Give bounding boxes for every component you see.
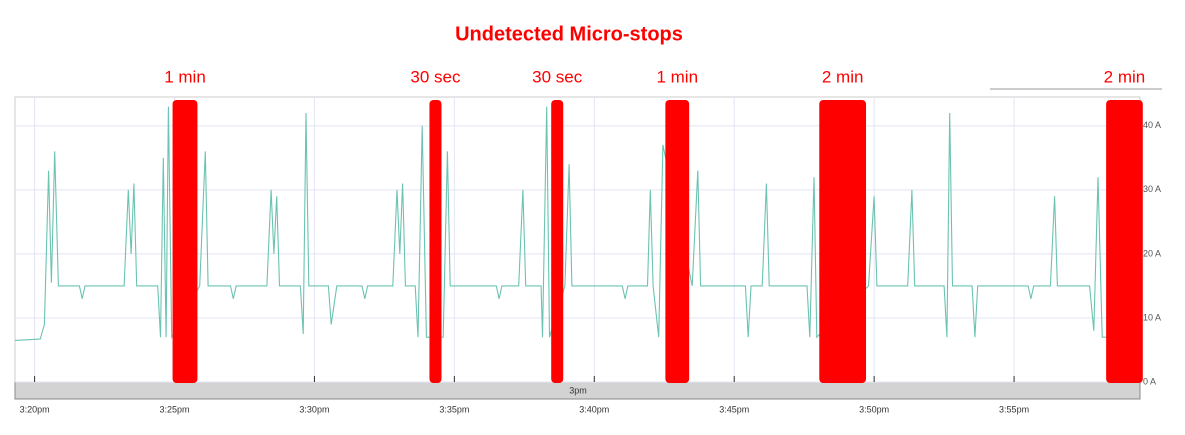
- x-tick-label: 3:55pm: [999, 404, 1029, 414]
- x-tick-label: 3:25pm: [159, 404, 189, 414]
- micro-stop: [665, 100, 690, 383]
- navigator-label: 3pm: [569, 385, 587, 395]
- micro-stop: [819, 100, 867, 383]
- x-tick-label: 3:40pm: [579, 404, 609, 414]
- stop-label: 30 sec: [410, 67, 461, 86]
- y-tick-label: 20 A: [1143, 248, 1161, 258]
- micro-stop: [172, 100, 198, 383]
- y-tick-label: 40 A: [1143, 120, 1161, 130]
- x-tick-label: 3:30pm: [299, 404, 329, 414]
- chart-title: Undetected Micro-stops: [455, 23, 683, 45]
- stop-label: 1 min: [164, 67, 206, 86]
- x-tick-label: 3:45pm: [719, 404, 749, 414]
- x-tick-label: 3:20pm: [20, 404, 50, 414]
- micro-stop: [429, 100, 442, 383]
- micro-stop: [551, 100, 564, 383]
- y-tick-label: 0 A: [1143, 376, 1156, 386]
- micro-stop: [1106, 100, 1143, 383]
- stop-label: 2 min: [822, 67, 864, 86]
- stop-label: 1 min: [656, 67, 698, 86]
- x-tick-label: 3:50pm: [859, 404, 889, 414]
- y-tick-label: 10 A: [1143, 312, 1161, 322]
- stop-label: 30 sec: [532, 67, 583, 86]
- current-line: [14, 106, 1140, 341]
- y-tick-label: 30 A: [1143, 184, 1161, 194]
- stop-label: 2 min: [1104, 67, 1146, 86]
- x-tick-label: 3:35pm: [439, 404, 469, 414]
